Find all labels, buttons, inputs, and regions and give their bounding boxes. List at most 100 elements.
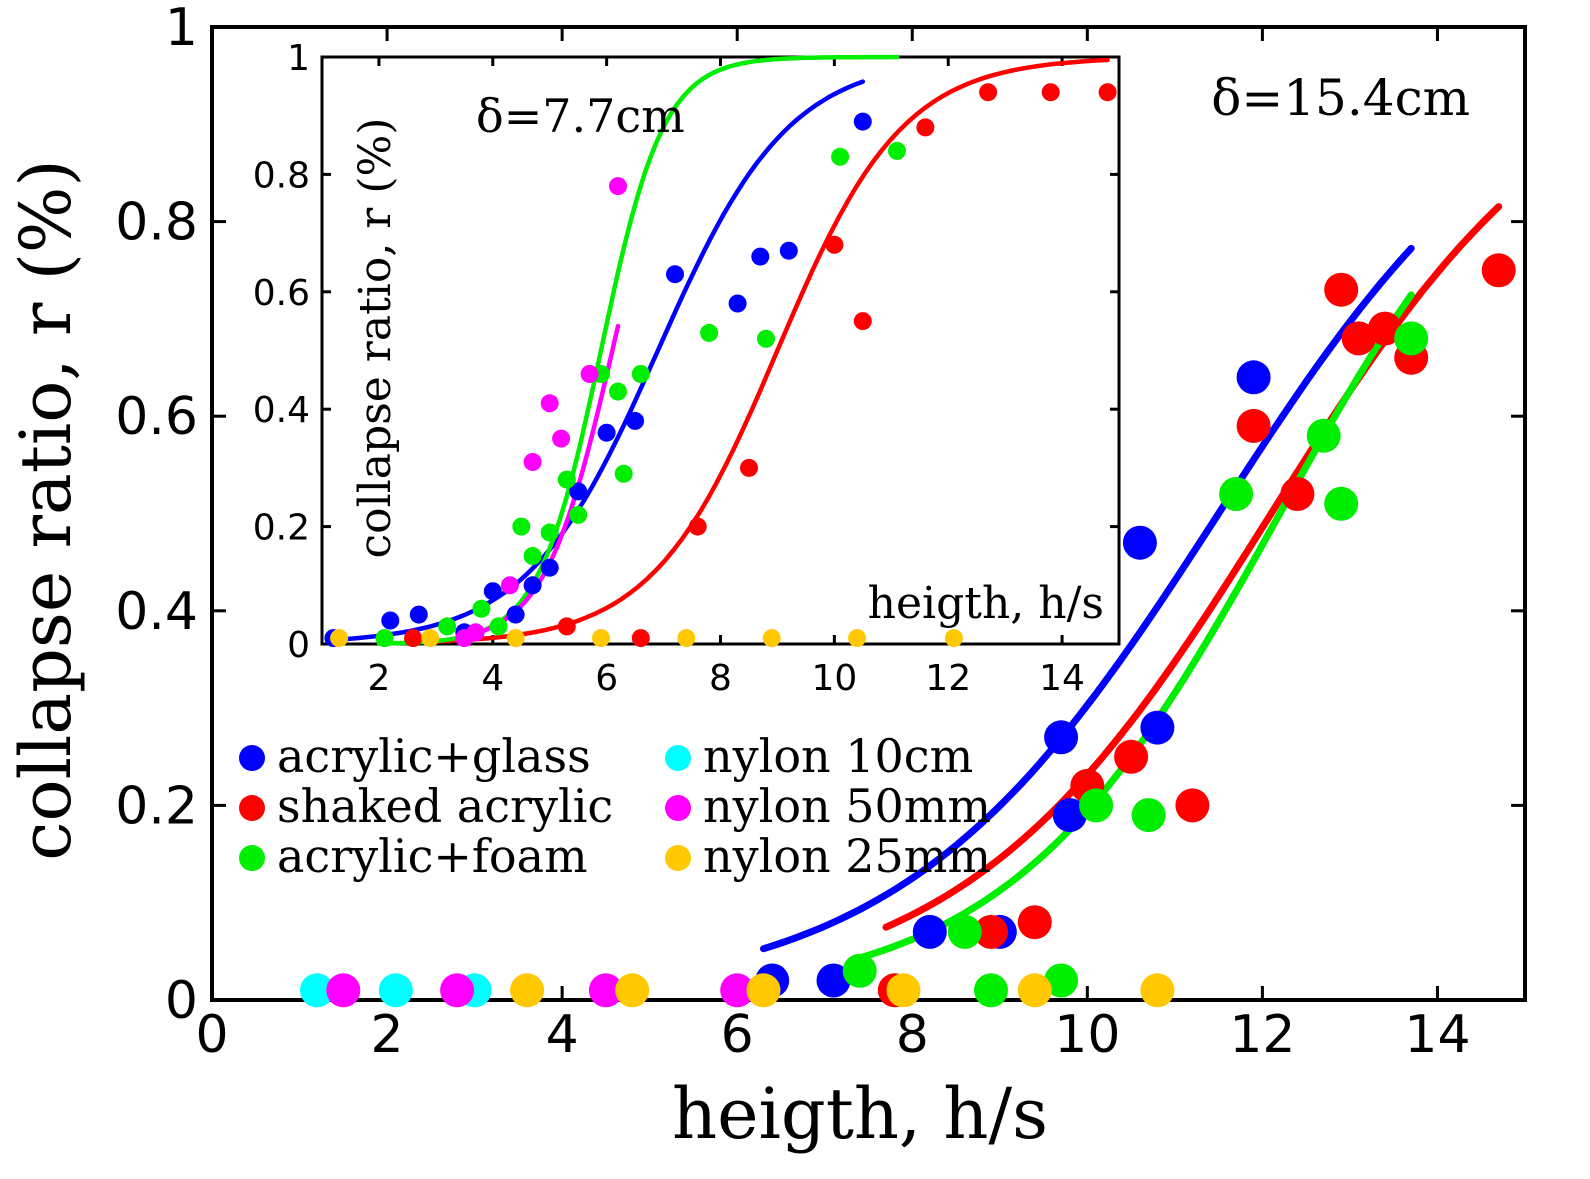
inset-point-acrylic_glass xyxy=(597,423,616,442)
main-point-nylon_50mm xyxy=(720,973,755,1008)
main-point-acrylic_foam xyxy=(842,953,877,988)
legend-label-acrylic-foam: acrylic+foam xyxy=(277,829,588,883)
legend-marker-acrylic-foam xyxy=(239,845,265,871)
inset-point-nylon_50mm xyxy=(609,177,627,196)
main-point-acrylic_glass xyxy=(1140,710,1175,745)
inset-fit-acrylic_glass xyxy=(331,79,866,643)
legend-label-shaked-acrylic: shaked acrylic xyxy=(277,779,613,833)
main-point-shaked_acrylic xyxy=(1481,253,1516,288)
main-y-tick-label: 0.4 xyxy=(115,582,198,642)
inset-x-tick-label: 6 xyxy=(595,658,618,699)
main-x-tick-label: 10 xyxy=(1054,1005,1120,1065)
inset-x-tick-label: 12 xyxy=(925,658,971,699)
main-point-acrylic_foam xyxy=(1079,788,1114,823)
inset-data-points xyxy=(324,83,1117,648)
main-point-acrylic_glass xyxy=(1236,360,1271,395)
main-point-acrylic_glass xyxy=(1122,525,1157,560)
inset-point-acrylic_foam xyxy=(472,599,491,618)
inset-point-nylon_25mm xyxy=(506,629,525,648)
inset-point-nylon_25mm xyxy=(592,629,610,648)
legend-label-nylon-10cm: nylon 10cm xyxy=(703,729,973,783)
main-x-tick-label: 12 xyxy=(1229,1005,1295,1065)
main-point-acrylic_foam xyxy=(1324,486,1359,521)
legend: acrylic+glass shaked acrylic acrylic+foa… xyxy=(239,729,991,883)
inset-point-acrylic_foam xyxy=(700,323,719,342)
legend-item-nylon-10cm: nylon 10cm xyxy=(665,729,973,783)
main-point-acrylic_foam xyxy=(1219,477,1254,511)
inset-point-nylon_25mm xyxy=(848,629,867,648)
main-y-tick-label: 0 xyxy=(165,971,198,1031)
inset-plot-frame xyxy=(320,55,1121,646)
main-point-acrylic_glass xyxy=(912,914,947,949)
inset-y-axis-label: collapse ratio, r (%) xyxy=(350,118,401,559)
main-y-tick-label: 0.2 xyxy=(115,776,198,836)
legend-marker-nylon-10cm xyxy=(665,745,691,771)
inset-x-tick-label: 14 xyxy=(1039,658,1085,699)
main-plot-frame xyxy=(210,25,1527,1002)
main-point-shaked_acrylic xyxy=(1175,788,1210,823)
main-x-axis-label: heigth, h/s xyxy=(672,1073,1048,1155)
inset-x-tick-label: 10 xyxy=(811,658,857,699)
legend-item-acrylic-glass: acrylic+glass xyxy=(239,729,591,783)
legend-item-shaked-acrylic: shaked acrylic xyxy=(239,779,613,833)
main-y-tick-label: 0.6 xyxy=(115,387,198,447)
inset-x-tick-label: 2 xyxy=(367,658,390,699)
inset-point-shaked_acrylic xyxy=(404,629,423,648)
inset-point-nylon_50mm xyxy=(500,576,519,595)
main-point-nylon_25mm xyxy=(746,973,781,1008)
main-point-shaked_acrylic xyxy=(1341,321,1376,356)
inset-point-nylon_50mm xyxy=(552,429,571,448)
inset-y-tick-label: 0.6 xyxy=(253,273,310,314)
legend-label-nylon-50mm: nylon 50mm xyxy=(703,779,991,833)
inset-point-acrylic_foam xyxy=(438,617,457,636)
main-x-tick-label: 0 xyxy=(195,1005,228,1065)
main-x-tick-label: 14 xyxy=(1404,1005,1470,1065)
inset-point-shaked_acrylic xyxy=(631,629,650,648)
main-data-points xyxy=(300,253,1516,1008)
main-point-acrylic_foam xyxy=(947,914,982,949)
main-point-shaked_acrylic xyxy=(974,914,1008,949)
main-point-nylon_50mm xyxy=(440,973,475,1008)
inset-point-nylon_50mm xyxy=(523,453,542,471)
main-point-nylon_25mm xyxy=(615,973,650,1008)
inset-point-nylon_25mm xyxy=(944,629,963,648)
inset-point-shaked_acrylic xyxy=(688,517,707,536)
inset-point-nylon_50mm xyxy=(580,365,599,383)
main-x-tick-label: 6 xyxy=(721,1005,754,1065)
legend-item-nylon-50mm: nylon 50mm xyxy=(665,779,991,833)
legend-marker-nylon-50mm xyxy=(665,795,691,821)
inset-point-acrylic_foam xyxy=(609,382,627,401)
inset-point-acrylic_foam xyxy=(888,141,906,160)
inset-point-acrylic_foam xyxy=(631,365,650,383)
main-point-acrylic_foam xyxy=(1306,418,1341,453)
inset-point-acrylic_foam xyxy=(569,505,588,524)
inset-point-acrylic_glass xyxy=(381,611,400,630)
main-point-nylon_25mm xyxy=(510,973,545,1008)
inset-point-acrylic_foam xyxy=(557,470,576,489)
inset-x-tick-label: 4 xyxy=(481,658,504,699)
inset-point-acrylic_glass xyxy=(506,605,525,624)
main-x-tick-label: 4 xyxy=(546,1005,579,1065)
legend-item-nylon-25mm: nylon 25mm xyxy=(665,829,991,883)
legend-label-nylon-25mm: nylon 25mm xyxy=(703,829,991,883)
main-x-tick-label: 8 xyxy=(896,1005,929,1065)
inset-point-nylon_25mm xyxy=(677,629,696,648)
main-point-acrylic_foam xyxy=(1131,798,1166,833)
inset-x-tick-label: 8 xyxy=(709,658,732,699)
main-point-nylon_25mm xyxy=(1140,973,1175,1008)
inset-y-tick-label: 1 xyxy=(287,38,310,79)
legend-label-acrylic-glass: acrylic+glass xyxy=(277,729,591,783)
main-y-tick-label: 1 xyxy=(165,0,198,58)
main-point-acrylic_glass xyxy=(816,963,851,998)
inset-point-shaked_acrylic xyxy=(916,118,935,137)
inset-plot: 2 4 6 8 10 12 14 0 0.2 0.4 0.6 0.8 1 heigth, h/s col… xyxy=(253,38,1121,699)
inset-point-shaked_acrylic xyxy=(1041,83,1060,102)
inset-y-tick-label: 0.2 xyxy=(253,508,310,549)
main-point-nylon_25mm xyxy=(886,973,921,1008)
main-point-shaked_acrylic xyxy=(1236,408,1271,443)
inset-point-acrylic_glass xyxy=(779,241,798,260)
inset-point-acrylic_foam xyxy=(540,523,559,542)
